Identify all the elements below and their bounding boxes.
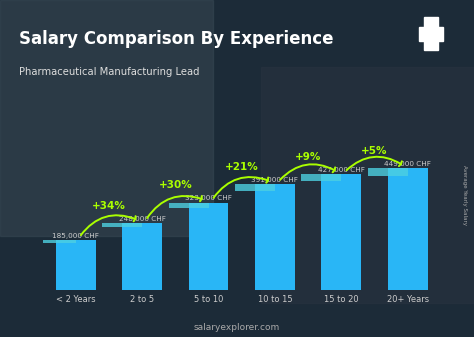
Text: Pharmaceutical Manufacturing Lead: Pharmaceutical Manufacturing Lead <box>19 67 200 78</box>
Bar <box>102 223 142 227</box>
Text: 449,000 CHF: 449,000 CHF <box>384 161 431 167</box>
Text: +34%: +34% <box>92 201 126 211</box>
Text: +9%: +9% <box>295 152 321 162</box>
Bar <box>189 203 228 290</box>
Bar <box>368 168 408 176</box>
Text: 391,000 CHF: 391,000 CHF <box>252 177 298 183</box>
Bar <box>255 184 295 290</box>
Text: 185,000 CHF: 185,000 CHF <box>53 233 99 239</box>
Bar <box>419 27 443 41</box>
Text: +30%: +30% <box>158 180 192 190</box>
Text: +21%: +21% <box>225 162 259 172</box>
Bar <box>301 175 341 181</box>
Bar <box>321 175 361 290</box>
Text: 323,000 CHF: 323,000 CHF <box>185 195 232 201</box>
Text: +5%: +5% <box>361 146 388 156</box>
Bar <box>424 17 438 50</box>
Text: 427,000 CHF: 427,000 CHF <box>318 167 365 173</box>
Bar <box>0 0 213 236</box>
Bar <box>122 223 162 290</box>
Bar <box>235 184 275 190</box>
Bar <box>388 168 428 290</box>
Text: Average Yearly Salary: Average Yearly Salary <box>462 165 467 225</box>
Bar <box>261 67 474 303</box>
Bar <box>56 240 96 290</box>
Text: 248,000 CHF: 248,000 CHF <box>119 216 165 222</box>
Text: Salary Comparison By Experience: Salary Comparison By Experience <box>19 30 334 48</box>
Text: salaryexplorer.com: salaryexplorer.com <box>194 323 280 332</box>
Bar <box>36 240 76 243</box>
Bar <box>169 203 209 208</box>
